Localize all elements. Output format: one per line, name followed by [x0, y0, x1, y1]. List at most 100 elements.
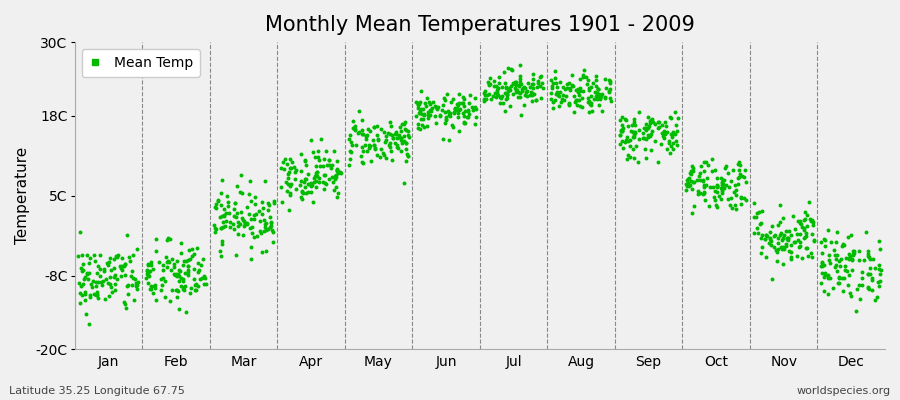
Point: [245, 223, 259, 230]
Point: [571, 88, 585, 95]
Point: [791, 218, 806, 224]
Point: [764, 276, 778, 282]
Point: [411, 100, 426, 107]
Point: [178, 283, 193, 289]
Point: [847, 250, 861, 256]
Point: [590, 95, 605, 102]
Point: [411, 105, 426, 112]
Point: [229, 252, 243, 258]
Point: [299, 190, 313, 196]
Point: [263, 224, 277, 230]
Point: [690, 188, 705, 195]
Point: [684, 209, 698, 216]
Point: [431, 104, 446, 110]
Point: [696, 191, 710, 198]
Point: [589, 77, 603, 83]
Point: [370, 132, 384, 138]
Point: [186, 276, 201, 282]
Point: [199, 281, 213, 287]
Point: [483, 96, 498, 102]
Point: [478, 88, 492, 94]
Point: [775, 246, 789, 252]
Point: [282, 168, 296, 175]
Point: [519, 88, 534, 94]
Point: [468, 104, 482, 110]
Point: [198, 275, 212, 282]
Point: [613, 132, 627, 138]
Y-axis label: Temperature: Temperature: [15, 147, 30, 244]
Point: [140, 279, 155, 286]
Point: [370, 122, 384, 129]
Point: [759, 232, 773, 238]
Point: [169, 273, 184, 279]
Point: [645, 127, 660, 134]
Point: [129, 283, 143, 289]
Point: [255, 199, 269, 206]
Point: [816, 262, 831, 268]
Point: [793, 243, 807, 249]
Point: [598, 85, 613, 92]
Point: [446, 96, 461, 102]
Point: [258, 220, 273, 226]
Point: [421, 112, 436, 118]
Point: [140, 271, 155, 277]
Point: [322, 157, 337, 164]
Point: [505, 67, 519, 74]
Point: [184, 284, 198, 291]
Point: [144, 258, 158, 265]
Point: [502, 103, 517, 109]
Point: [821, 291, 835, 297]
Point: [104, 284, 119, 290]
Point: [316, 178, 330, 185]
Point: [803, 216, 817, 223]
Point: [261, 200, 275, 206]
Point: [117, 299, 131, 306]
Point: [388, 131, 402, 137]
Point: [799, 212, 814, 218]
Point: [397, 180, 411, 186]
Point: [513, 78, 527, 85]
Point: [462, 108, 476, 114]
Point: [82, 270, 96, 276]
Point: [482, 81, 497, 87]
Point: [643, 132, 657, 139]
Point: [568, 99, 582, 105]
Point: [357, 142, 372, 148]
Point: [562, 87, 577, 94]
Point: [666, 146, 680, 152]
Point: [398, 119, 412, 125]
Point: [784, 231, 798, 238]
Point: [814, 263, 829, 269]
Point: [639, 136, 653, 142]
Point: [212, 214, 227, 220]
Point: [167, 271, 182, 277]
Point: [755, 232, 770, 238]
Point: [486, 92, 500, 99]
Point: [362, 142, 376, 148]
Point: [101, 280, 115, 286]
Point: [309, 178, 323, 184]
Point: [222, 224, 237, 230]
Point: [281, 181, 295, 187]
Point: [413, 99, 428, 105]
Point: [91, 263, 105, 269]
Point: [477, 91, 491, 98]
Point: [287, 164, 302, 170]
Point: [755, 208, 770, 214]
Point: [75, 292, 89, 298]
Point: [498, 90, 512, 96]
Point: [306, 175, 320, 182]
Point: [580, 81, 595, 88]
Point: [91, 278, 105, 285]
Point: [280, 161, 294, 168]
Point: [447, 109, 462, 115]
Point: [308, 154, 322, 160]
Point: [148, 297, 163, 303]
Point: [175, 275, 189, 281]
Point: [319, 180, 333, 187]
Point: [685, 186, 699, 192]
Point: [863, 271, 878, 278]
Point: [323, 164, 338, 171]
Point: [575, 95, 590, 101]
Point: [227, 226, 241, 232]
